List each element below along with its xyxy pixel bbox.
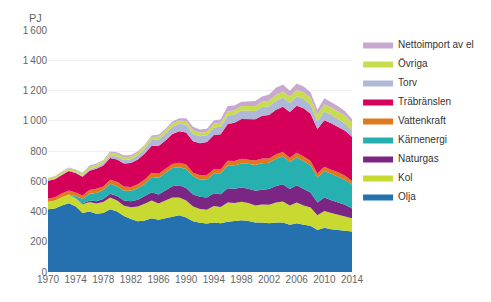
svg-text:1 600: 1 600 bbox=[23, 25, 48, 36]
svg-text:1 200: 1 200 bbox=[23, 85, 48, 96]
svg-text:200: 200 bbox=[30, 236, 47, 247]
svg-text:Övriga: Övriga bbox=[398, 58, 428, 69]
svg-text:Kol: Kol bbox=[398, 172, 412, 183]
svg-text:1982: 1982 bbox=[120, 274, 143, 285]
svg-text:Vattenkraft: Vattenkraft bbox=[398, 115, 446, 126]
svg-text:1 400: 1 400 bbox=[23, 55, 48, 66]
svg-text:Träbränslen: Träbränslen bbox=[398, 96, 451, 107]
svg-text:1978: 1978 bbox=[92, 274, 115, 285]
svg-text:Kärnenergi: Kärnenergi bbox=[398, 134, 447, 145]
svg-text:2006: 2006 bbox=[286, 274, 309, 285]
svg-text:Naturgas: Naturgas bbox=[398, 153, 439, 164]
svg-text:0: 0 bbox=[41, 267, 47, 278]
svg-text:1986: 1986 bbox=[147, 274, 170, 285]
svg-text:Torv: Torv bbox=[398, 77, 417, 88]
svg-text:1974: 1974 bbox=[65, 274, 88, 285]
svg-text:800: 800 bbox=[30, 146, 47, 157]
svg-text:Nettoimport av el: Nettoimport av el bbox=[398, 39, 474, 50]
svg-text:2010: 2010 bbox=[313, 274, 336, 285]
svg-text:400: 400 bbox=[30, 206, 47, 217]
svg-text:1990: 1990 bbox=[175, 274, 198, 285]
svg-text:600: 600 bbox=[30, 176, 47, 187]
svg-text:1998: 1998 bbox=[230, 274, 253, 285]
svg-text:2014: 2014 bbox=[341, 274, 364, 285]
svg-text:1994: 1994 bbox=[203, 274, 226, 285]
svg-text:PJ: PJ bbox=[29, 12, 42, 24]
svg-text:1 000: 1 000 bbox=[23, 115, 48, 126]
svg-text:2002: 2002 bbox=[258, 274, 281, 285]
svg-text:Olja: Olja bbox=[398, 191, 416, 202]
svg-text:1970: 1970 bbox=[37, 274, 60, 285]
